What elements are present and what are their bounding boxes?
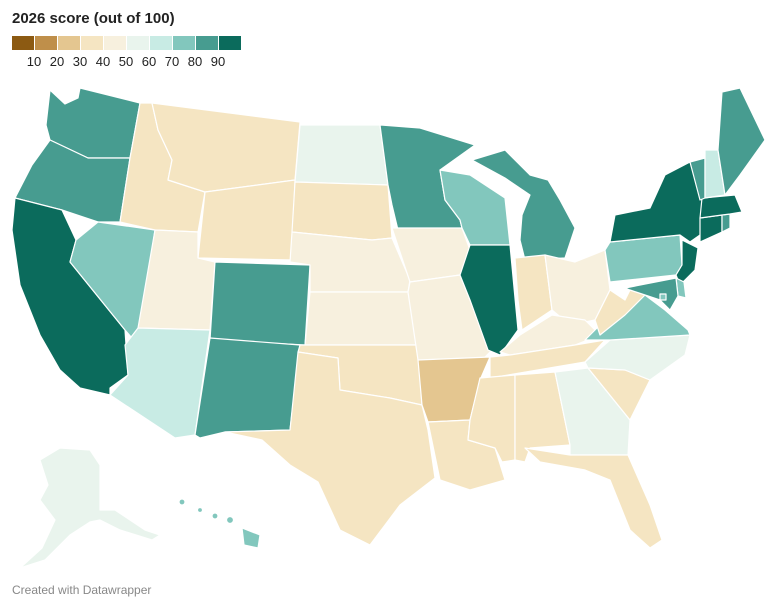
state-IN[interactable] (514, 254, 553, 331)
state-SD[interactable] (291, 181, 393, 241)
state-NY[interactable] (609, 161, 706, 243)
legend-label: 60 (141, 54, 157, 69)
legend-label: 10 (26, 54, 42, 69)
legend-label: 50 (118, 54, 134, 69)
legend-title: 2026 score (out of 100) (12, 10, 175, 27)
state-MI[interactable] (471, 149, 576, 261)
legend-swatch (150, 36, 172, 50)
state-NM[interactable] (194, 337, 301, 439)
legend-swatch (173, 36, 195, 50)
legend-swatch (35, 36, 57, 50)
state-PA[interactable] (604, 234, 683, 283)
legend-swatches (12, 36, 242, 50)
state-IL[interactable] (459, 244, 519, 356)
legend-swatch (219, 36, 241, 50)
legend-label: 80 (187, 54, 203, 69)
state-CT[interactable] (699, 214, 723, 243)
state-WY[interactable] (197, 179, 296, 261)
legend-label: 40 (95, 54, 111, 69)
state-MA[interactable] (699, 194, 743, 219)
state-DC[interactable] (659, 293, 667, 301)
state-CO[interactable] (209, 261, 311, 346)
state-ND[interactable] (294, 124, 389, 186)
legend-swatch (81, 36, 103, 50)
state-AK[interactable] (19, 447, 161, 569)
state-ME[interactable] (717, 87, 766, 196)
legend-swatch (58, 36, 80, 50)
legend-label: 90 (210, 54, 226, 69)
state-RI[interactable] (721, 213, 731, 233)
state-AZ[interactable] (109, 327, 211, 439)
state-KS[interactable] (304, 291, 419, 346)
legend-label: 70 (164, 54, 180, 69)
legend-swatch (12, 36, 34, 50)
state-MT[interactable] (151, 102, 301, 193)
state-FL[interactable] (524, 447, 663, 549)
legend-label: 30 (72, 54, 88, 69)
state-HI[interactable] (178, 498, 261, 549)
legend-label: 20 (49, 54, 65, 69)
legend-swatch (196, 36, 218, 50)
footer-credit: Created with Datawrapper (12, 583, 152, 597)
legend-swatch (127, 36, 149, 50)
legend-swatch (104, 36, 126, 50)
legend-labels: 10 20 30 40 50 60 70 80 90 (12, 54, 252, 70)
state-TX[interactable] (224, 351, 436, 546)
state-MD[interactable] (624, 277, 679, 311)
